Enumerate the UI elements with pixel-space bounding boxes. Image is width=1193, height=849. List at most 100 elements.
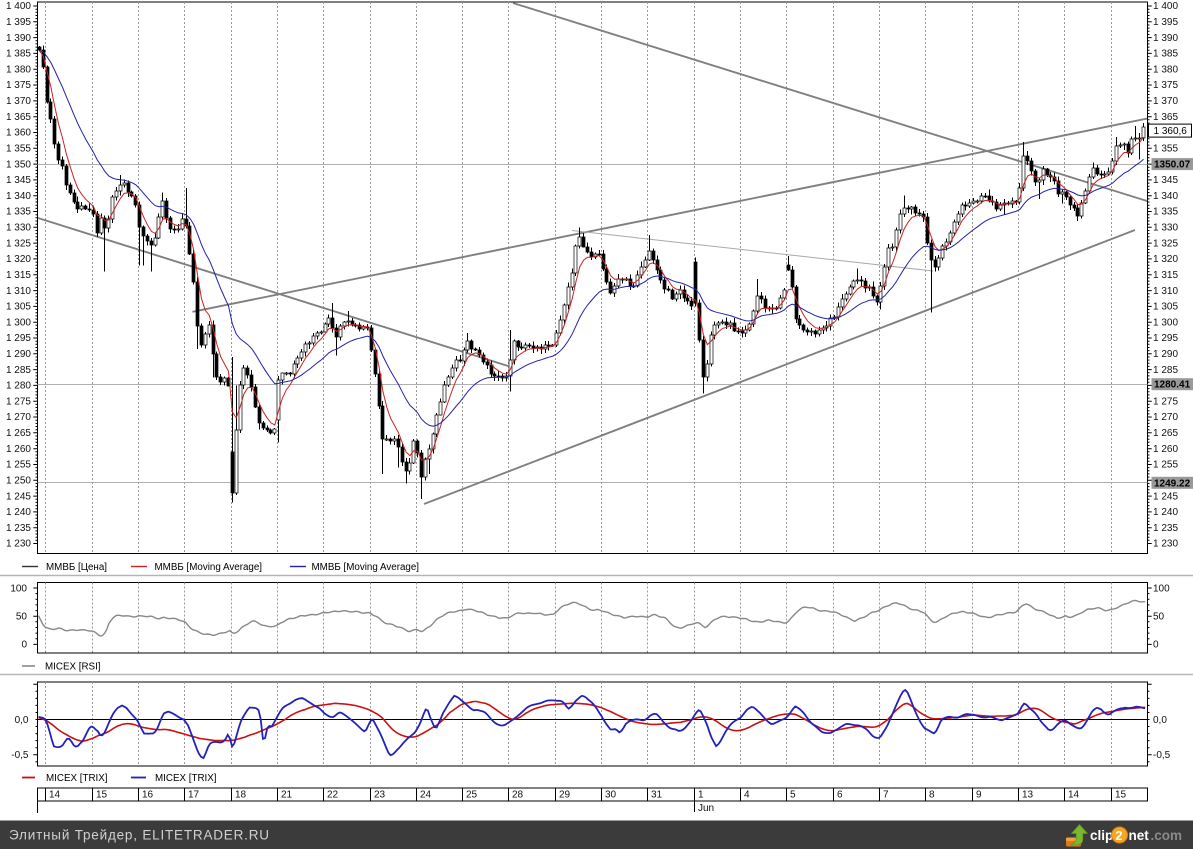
svg-text:ММВБ [Moving Average]: ММВБ [Moving Average] bbox=[312, 562, 420, 573]
svg-text:7: 7 bbox=[883, 790, 889, 801]
svg-text:.com: .com bbox=[1151, 828, 1183, 843]
svg-text:1 365: 1 365 bbox=[1153, 112, 1178, 123]
svg-text:1 400: 1 400 bbox=[6, 1, 31, 12]
svg-text:-0,5: -0,5 bbox=[1153, 750, 1171, 761]
svg-text:50: 50 bbox=[1153, 612, 1165, 623]
svg-text:21: 21 bbox=[281, 790, 293, 801]
svg-text:28: 28 bbox=[512, 790, 524, 801]
svg-text:5: 5 bbox=[790, 790, 796, 801]
svg-text:1 290: 1 290 bbox=[1153, 349, 1178, 360]
svg-text:1 360,6: 1 360,6 bbox=[1154, 126, 1188, 137]
svg-text:MICEX [TRIX]: MICEX [TRIX] bbox=[155, 773, 217, 784]
svg-text:1 355: 1 355 bbox=[1153, 144, 1178, 155]
svg-text:8: 8 bbox=[929, 790, 935, 801]
svg-text:0,0: 0,0 bbox=[15, 715, 29, 726]
svg-text:ММВБ [Moving Average]: ММВБ [Moving Average] bbox=[155, 562, 263, 573]
svg-text:22: 22 bbox=[327, 790, 339, 801]
svg-text:31: 31 bbox=[651, 790, 663, 801]
svg-text:ММВБ [Цена]: ММВБ [Цена] bbox=[46, 562, 107, 573]
svg-text:18: 18 bbox=[235, 790, 247, 801]
svg-text:1350.07: 1350.07 bbox=[1154, 160, 1191, 171]
svg-text:1 320: 1 320 bbox=[1153, 254, 1178, 265]
svg-text:15: 15 bbox=[1115, 790, 1127, 801]
svg-text:1 290: 1 290 bbox=[6, 349, 31, 360]
svg-text:1 390: 1 390 bbox=[6, 33, 31, 44]
svg-text:1 350: 1 350 bbox=[6, 159, 31, 170]
svg-text:1 255: 1 255 bbox=[6, 460, 31, 471]
svg-text:1 310: 1 310 bbox=[6, 286, 31, 297]
svg-text:1 305: 1 305 bbox=[1153, 302, 1178, 313]
svg-text:23: 23 bbox=[374, 790, 386, 801]
svg-text:24: 24 bbox=[420, 790, 432, 801]
svg-text:1 365: 1 365 bbox=[6, 112, 31, 123]
svg-text:1 360: 1 360 bbox=[6, 128, 31, 139]
svg-text:1 335: 1 335 bbox=[1153, 207, 1178, 218]
svg-text:1249.22: 1249.22 bbox=[1154, 478, 1191, 489]
svg-text:14: 14 bbox=[1068, 790, 1080, 801]
svg-text:6: 6 bbox=[837, 790, 843, 801]
svg-text:0: 0 bbox=[21, 640, 27, 651]
svg-text:1 265: 1 265 bbox=[1153, 428, 1178, 439]
svg-text:1 390: 1 390 bbox=[1153, 33, 1178, 44]
svg-text:1 245: 1 245 bbox=[6, 491, 31, 502]
svg-text:30: 30 bbox=[605, 790, 617, 801]
svg-text:1 385: 1 385 bbox=[1153, 49, 1178, 60]
svg-text:1 325: 1 325 bbox=[6, 238, 31, 249]
svg-text:1 305: 1 305 bbox=[6, 302, 31, 313]
svg-text:1 240: 1 240 bbox=[6, 507, 31, 518]
svg-text:1 300: 1 300 bbox=[1153, 317, 1178, 328]
svg-text:25: 25 bbox=[466, 790, 478, 801]
svg-text:0,0: 0,0 bbox=[1153, 715, 1167, 726]
svg-text:1 385: 1 385 bbox=[6, 49, 31, 60]
svg-text:100: 100 bbox=[1153, 583, 1170, 594]
svg-text:1 295: 1 295 bbox=[1153, 333, 1178, 344]
svg-text:1 255: 1 255 bbox=[1153, 460, 1178, 471]
svg-text:2: 2 bbox=[1116, 829, 1123, 843]
svg-text:1 395: 1 395 bbox=[6, 17, 31, 28]
svg-text:MICEX [RSI]: MICEX [RSI] bbox=[45, 662, 101, 673]
svg-text:1 230: 1 230 bbox=[1153, 539, 1178, 550]
svg-text:15: 15 bbox=[96, 790, 108, 801]
svg-text:1 375: 1 375 bbox=[1153, 80, 1178, 91]
svg-text:1 345: 1 345 bbox=[6, 175, 31, 186]
svg-text:13: 13 bbox=[1022, 790, 1034, 801]
svg-text:1 330: 1 330 bbox=[6, 223, 31, 234]
svg-text:Jun: Jun bbox=[698, 803, 714, 814]
svg-text:1 335: 1 335 bbox=[6, 207, 31, 218]
svg-text:0: 0 bbox=[1153, 640, 1159, 651]
svg-text:1 230: 1 230 bbox=[6, 539, 31, 550]
svg-text:1 370: 1 370 bbox=[6, 96, 31, 107]
svg-text:1 285: 1 285 bbox=[6, 365, 31, 376]
svg-text:29: 29 bbox=[559, 790, 571, 801]
svg-text:100: 100 bbox=[10, 583, 27, 594]
svg-text:1 270: 1 270 bbox=[6, 412, 31, 423]
svg-text:1 300: 1 300 bbox=[6, 317, 31, 328]
svg-text:1 345: 1 345 bbox=[1153, 175, 1178, 186]
svg-text:1 250: 1 250 bbox=[6, 476, 31, 487]
svg-text:1 265: 1 265 bbox=[6, 428, 31, 439]
svg-text:1 375: 1 375 bbox=[6, 80, 31, 91]
svg-text:1 340: 1 340 bbox=[1153, 191, 1178, 202]
svg-text:1 235: 1 235 bbox=[1153, 523, 1178, 534]
svg-text:1 380: 1 380 bbox=[1153, 64, 1178, 75]
svg-text:1 355: 1 355 bbox=[6, 144, 31, 155]
svg-text:clip: clip bbox=[1090, 828, 1113, 843]
svg-text:1 275: 1 275 bbox=[1153, 396, 1178, 407]
svg-text:1 380: 1 380 bbox=[6, 64, 31, 75]
svg-text:net: net bbox=[1129, 828, 1150, 843]
svg-text:1 320: 1 320 bbox=[6, 254, 31, 265]
svg-text:4: 4 bbox=[744, 790, 750, 801]
svg-text:1 315: 1 315 bbox=[1153, 270, 1178, 281]
svg-text:1 260: 1 260 bbox=[1153, 444, 1178, 455]
svg-text:-0,5: -0,5 bbox=[11, 750, 29, 761]
svg-text:1: 1 bbox=[698, 790, 704, 801]
svg-text:14: 14 bbox=[49, 790, 61, 801]
svg-text:1 340: 1 340 bbox=[6, 191, 31, 202]
svg-text:1 370: 1 370 bbox=[1153, 96, 1178, 107]
svg-text:1280.41: 1280.41 bbox=[1154, 380, 1191, 391]
svg-text:1 325: 1 325 bbox=[1153, 238, 1178, 249]
svg-text:1 240: 1 240 bbox=[1153, 507, 1178, 518]
svg-text:1 330: 1 330 bbox=[1153, 223, 1178, 234]
svg-text:9: 9 bbox=[976, 790, 982, 801]
svg-text:1 260: 1 260 bbox=[6, 444, 31, 455]
